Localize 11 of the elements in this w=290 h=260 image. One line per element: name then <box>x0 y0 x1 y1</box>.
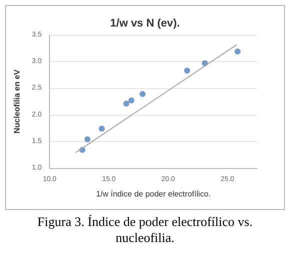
point <box>123 100 130 107</box>
chart-title: 1/w vs N (ev). <box>110 18 180 30</box>
point <box>234 48 241 54</box>
x-axis-title: 1/w índice de poder electrofílico. <box>96 190 211 198</box>
y-axis-title: Nucleofilia en eV <box>12 68 22 134</box>
point <box>140 91 146 98</box>
text: Figura 3. Índice de poder electrofílico vs. nucleofilia. <box>36 214 254 246</box>
point <box>98 126 105 132</box>
point <box>84 136 90 142</box>
point <box>128 97 134 104</box>
point <box>184 68 190 74</box>
